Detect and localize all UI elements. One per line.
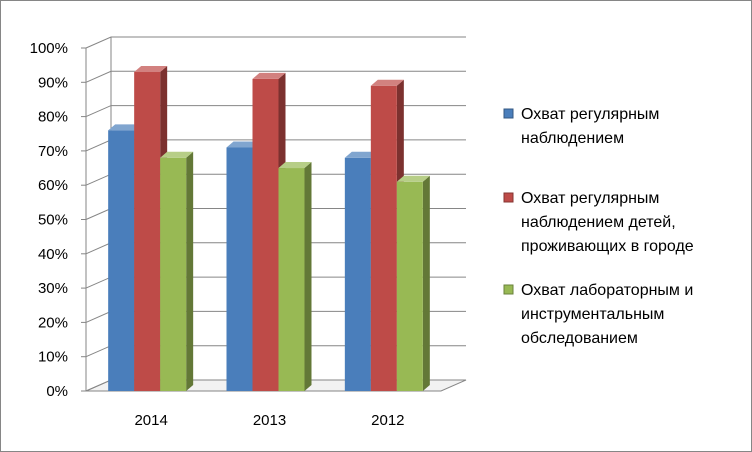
x-tick-label: 2012: [371, 412, 404, 429]
bar-front: [396, 181, 423, 391]
bar-side: [422, 175, 430, 391]
legend-label: наблюдением детей,: [521, 214, 676, 231]
bar: [160, 151, 194, 391]
y-axis-ticks: 0% 10% 20% 30% 40% 50% 60% 70% 80% 90% 100%: [30, 40, 68, 400]
bar-top: [278, 162, 312, 169]
legend-item: Охват регулярным наблюдением: [503, 106, 659, 147]
bar-front: [370, 85, 397, 391]
bar: [278, 162, 312, 391]
gridline: [85, 70, 466, 83]
bars: [108, 66, 430, 392]
legend-swatch: [503, 108, 514, 119]
x-tick-label: 2013: [253, 412, 286, 429]
y-tick-label: 30%: [38, 280, 68, 297]
gridline: [85, 105, 466, 118]
bar-top: [396, 175, 430, 182]
bar: [396, 175, 430, 391]
legend-label: Охват регулярным: [521, 190, 659, 207]
bar-front: [252, 78, 279, 392]
y-tick-label: 100%: [30, 40, 68, 57]
y-tick-label: 40%: [38, 246, 68, 263]
y-tick-label: 0%: [46, 383, 68, 400]
legend-label: обследованием: [521, 330, 638, 347]
y-tick-label: 80%: [38, 109, 68, 126]
bar-top: [134, 66, 168, 73]
bar-top: [370, 79, 404, 86]
y-tick-label: 10%: [38, 349, 68, 366]
bar-top: [344, 151, 378, 158]
bar-top: [226, 141, 260, 148]
bar-front: [226, 147, 253, 391]
bar-top: [252, 72, 286, 79]
y-tick-label: 50%: [38, 212, 68, 229]
bar-side: [186, 151, 194, 391]
bar-front: [160, 157, 187, 391]
bar-front: [344, 157, 371, 391]
bar-top: [108, 124, 142, 131]
legend-swatch: [503, 192, 514, 203]
bar-top: [160, 151, 194, 158]
y-tick-label: 90%: [38, 74, 68, 91]
x-tick-label: 2014: [134, 412, 167, 429]
bar: [226, 141, 260, 391]
y-tick-label: 70%: [38, 143, 68, 160]
x-axis-ticks: 2014 2013 2012: [134, 412, 404, 429]
legend-label: проживающих в городе: [521, 238, 694, 255]
legend-label: инструментальным: [521, 306, 664, 323]
legend-label: Охват регулярным: [521, 106, 659, 123]
bar-front: [278, 168, 305, 391]
legend-item: Охват лабораторным и инструментальным обсл…: [503, 282, 693, 347]
legend-item: Охват регулярным наблюдением детей, прожив…: [503, 190, 694, 255]
bar-side: [304, 162, 312, 391]
y-tick-label: 60%: [38, 177, 68, 194]
legend-label: Охват лабораторным и: [521, 282, 693, 299]
bar-front: [134, 72, 161, 391]
gridline: [85, 36, 466, 49]
y-tick-label: 20%: [38, 314, 68, 331]
bar-front: [108, 130, 135, 391]
legend-label: наблюдением: [521, 130, 624, 147]
legend-swatch: [503, 284, 514, 295]
bar: [134, 66, 168, 391]
